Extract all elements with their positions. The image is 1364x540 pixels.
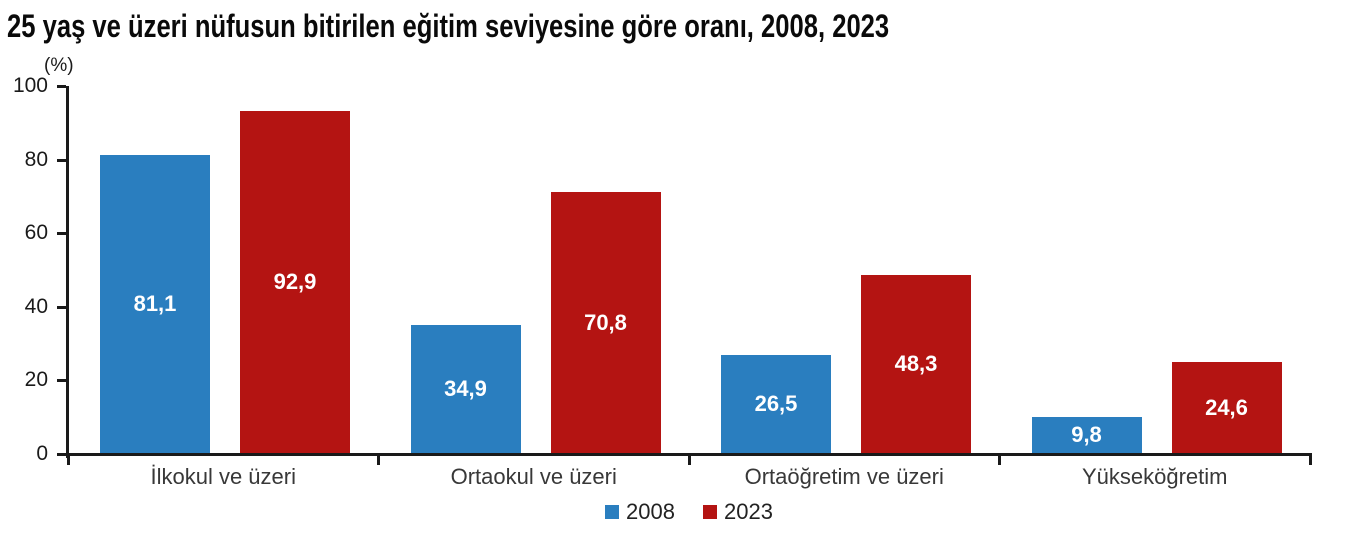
bar-2008-1: 81,1 — [100, 154, 210, 453]
bar-2023-4: 24,6 — [1171, 362, 1282, 453]
chart-title: 25 yaş ve üzeri nüfusun bitirilen eğitim… — [7, 8, 890, 44]
x-tick-mark — [687, 456, 691, 465]
bar-value-label: 26,5 — [754, 391, 798, 417]
x-category-label: Ortaokul ve üzeri — [450, 464, 617, 489]
y-tick-label: 100 — [12, 74, 48, 97]
legend-label: 2023 — [724, 499, 773, 524]
bar-2008-3: 26,5 — [721, 355, 831, 453]
x-tick-mark — [998, 456, 1001, 465]
legend: 2008 2023 — [68, 501, 1310, 523]
y-tick-mark — [57, 379, 66, 383]
y-axis-unit-label: (%) — [44, 55, 74, 76]
legend-swatch-icon — [605, 505, 620, 519]
legend-swatch-icon — [703, 505, 717, 519]
y-tick-mark — [57, 85, 66, 88]
y-tick-mark — [57, 453, 66, 456]
y-axis-line — [66, 86, 69, 458]
x-tick-mark — [377, 456, 380, 465]
bar-value-label: 70,8 — [584, 309, 627, 335]
bar-value-label: 48,3 — [894, 351, 938, 377]
bar-2023-3: 48,3 — [861, 275, 971, 453]
y-tick-label: 80 — [24, 147, 48, 171]
y-tick-label: 20 — [24, 368, 48, 392]
x-tick-mark — [1308, 456, 1312, 465]
bar-2008-4: 9,8 — [1031, 416, 1142, 453]
legend-label: 2008 — [626, 499, 675, 524]
x-tick-mark — [66, 456, 70, 465]
x-category-label: İlkokul ve üzeri — [150, 464, 296, 489]
x-axis-line — [66, 453, 1312, 456]
y-tick-label: 0 — [36, 442, 48, 465]
bar-2023-1: 92,9 — [240, 111, 350, 453]
bar-value-label: 24,6 — [1205, 394, 1248, 420]
x-category-label: Yükseköğretim — [1081, 464, 1228, 489]
legend-item-2023: 2023 — [703, 501, 773, 523]
bar-value-label: 81,1 — [133, 290, 177, 316]
bar-value-label: 92,9 — [273, 269, 317, 295]
y-tick-mark — [57, 232, 66, 236]
bar-2023-2: 70,8 — [550, 192, 661, 453]
y-tick-label: 60 — [24, 221, 48, 245]
legend-item-2008: 2008 — [605, 501, 675, 523]
bar-2008-2: 34,9 — [410, 324, 521, 453]
bar-value-label: 34,9 — [444, 375, 487, 401]
bar-value-label: 9,8 — [1071, 421, 1102, 447]
y-tick-label: 40 — [24, 294, 48, 318]
y-tick-mark — [57, 158, 66, 162]
y-tick-mark — [57, 305, 66, 309]
x-category-label: Ortaöğretim ve üzeri — [744, 464, 944, 489]
